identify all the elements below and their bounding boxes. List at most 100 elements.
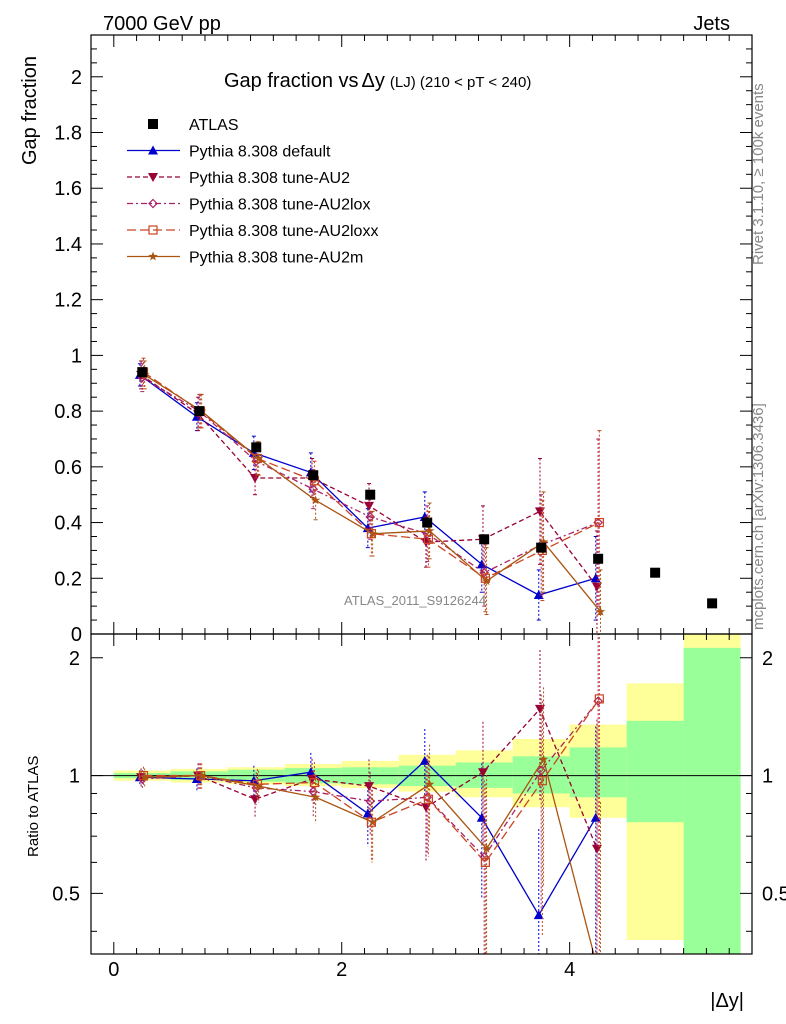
y-axis-label: Gap fraction — [19, 56, 41, 165]
legend-entry-0: ATLAS — [148, 117, 239, 134]
ratio-data-point — [596, 975, 606, 984]
ratio-data-point — [253, 781, 264, 791]
green-band-bin — [569, 747, 627, 798]
series-line — [141, 377, 599, 574]
ratio-y-tick-label-right: 2 — [762, 648, 773, 670]
plot-title: Gap fraction vs Δy (LJ) (210 < pT < 240) — [224, 70, 531, 92]
ratio-data-point — [537, 776, 547, 786]
data-point — [308, 484, 319, 494]
ratio-y-tick-label-right: 1 — [762, 766, 773, 788]
ratio-data-point — [476, 812, 487, 822]
axis-tick-labels: 0 2 400.20.40.60.811.21.41.61.820.5 0.51 12 2 — [52, 67, 786, 981]
ratio-y-tick-label: 2 — [69, 648, 80, 670]
legend-entry-1: Pythia 8.308 default — [127, 144, 331, 161]
legend-label: Pythia 8.308 tune-AU2m — [189, 250, 363, 267]
ratio-data-point — [308, 786, 319, 797]
ratio-series-1 — [136, 650, 602, 954]
mcplots-reference-label: mcplots.cern.ch [arXiv:1306.3436] — [750, 403, 767, 630]
data-point — [538, 537, 549, 547]
green-band-bin — [683, 647, 741, 954]
ratio-data-point — [310, 792, 321, 802]
ratio-data-point — [534, 704, 545, 714]
y-tick-label: 1.4 — [54, 234, 82, 256]
y-tick-label: 0.6 — [54, 457, 82, 479]
series-line — [140, 374, 598, 588]
rivet-version-label: Rivet 3.1.10, ≥ 100k events — [750, 83, 767, 265]
ratio-data-point — [309, 777, 320, 788]
data-point — [310, 495, 321, 505]
header-right-label: Jets — [693, 13, 730, 35]
ratio-series-line — [142, 700, 599, 858]
y-tick-label: 1.6 — [54, 178, 82, 200]
y-tick-label: 0 — [71, 624, 82, 646]
ratio-panel-series — [134, 634, 606, 984]
atlas-data-point — [593, 553, 604, 564]
data-point — [253, 453, 264, 463]
data-point — [591, 582, 602, 592]
legend-entry-2: Pythia 8.308 tune-AU2 — [127, 170, 350, 187]
legend-label: Pythia 8.308 tune-AU2loxx — [189, 223, 378, 240]
atlas-data-point — [137, 367, 148, 378]
legend-marker — [148, 225, 158, 235]
series-4 — [139, 360, 606, 634]
legend-entry-3: Pythia 8.308 tune-AU2lox — [127, 197, 370, 214]
atlas-data-point — [479, 534, 490, 545]
legend-marker — [148, 119, 158, 129]
ratio-data-point — [305, 767, 316, 777]
x-tick-label: 4 — [564, 959, 575, 981]
legend-marker — [148, 145, 158, 155]
series-line — [139, 374, 596, 596]
y-tick-label: 2 — [71, 67, 82, 89]
data-point — [252, 453, 263, 464]
ratio-data-point — [424, 779, 435, 789]
atlas-data-point — [422, 517, 433, 528]
ratio-data-point — [423, 794, 433, 804]
legend-entry-5: Pythia 8.308 tune-AU2m — [127, 250, 363, 267]
plot-title-subtitle: (LJ) (210 < pT < 240) — [390, 74, 531, 91]
ratio-data-point — [196, 770, 207, 780]
axis-ticks — [91, 35, 752, 954]
atlas-data-point — [650, 567, 661, 578]
green-band-bin — [626, 720, 684, 823]
atlas-data-point — [308, 470, 319, 481]
ratio-data-point — [367, 817, 378, 827]
legend-marker — [148, 251, 158, 261]
data-point — [423, 534, 433, 544]
data-point — [424, 525, 435, 535]
atlas-data-point — [536, 542, 547, 553]
legend-label: Pythia 8.308 tune-AU2lox — [189, 197, 370, 214]
ratio-data-point — [477, 768, 488, 778]
y-tick-label: 0.2 — [54, 568, 82, 590]
atlas-data-point — [194, 406, 205, 417]
ratio-y-tick-label: 0.5 — [52, 883, 80, 905]
ratio-y-axis-label: Ratio to ATLAS — [25, 756, 42, 857]
ratio-y-tick-label: 1 — [69, 766, 80, 788]
ratio-data-point — [139, 772, 150, 782]
data-point — [364, 501, 375, 511]
ratio-y-tick-label-right: 0.5 — [762, 883, 786, 905]
data-point — [367, 528, 378, 538]
legend-marker — [148, 198, 158, 209]
ratio-data-point — [481, 843, 492, 853]
plot-title-main: Gap fraction vs — [224, 70, 359, 92]
data-point — [481, 576, 492, 586]
legend: ATLAS Pythia 8.308 default Pythia 8.308 tu… — [127, 117, 378, 267]
y-tick-label: 1 — [71, 345, 82, 367]
legend-label: Pythia 8.308 tune-AU2 — [189, 170, 350, 187]
ratio-panel-frame — [90, 633, 753, 955]
data-point — [595, 606, 606, 616]
ratio-data-point — [364, 782, 375, 792]
uncertainty-bands — [91, 634, 752, 954]
atlas-data-point — [365, 489, 376, 500]
header-left-label: 7000 GeV pp — [103, 13, 221, 35]
y-tick-label: 1.8 — [54, 123, 82, 145]
atlas-data-point — [251, 442, 262, 453]
x-tick-label: 0 — [108, 959, 119, 981]
y-tick-label: 0.8 — [54, 401, 82, 423]
analysis-tag: ATLAS_2011_S9126244 — [344, 593, 486, 608]
ratio-series-4 — [139, 687, 606, 984]
series-3 — [138, 357, 604, 615]
legend-marker — [148, 173, 158, 182]
legend-label: ATLAS — [189, 117, 239, 134]
ratio-data-point — [365, 796, 376, 807]
